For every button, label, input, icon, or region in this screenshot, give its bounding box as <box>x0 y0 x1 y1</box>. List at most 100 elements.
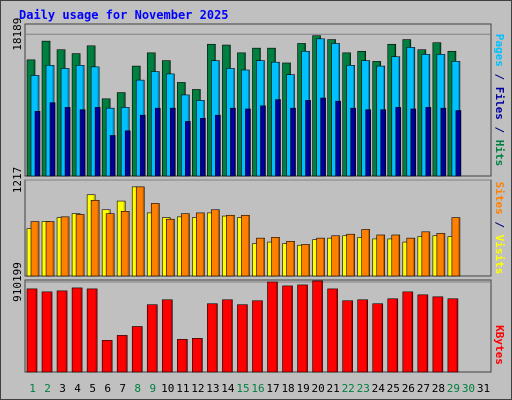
sites-bar-8 <box>135 186 145 277</box>
kbytes-bar-shade-16 <box>260 301 263 372</box>
pages-bar-11 <box>185 121 191 177</box>
kbytes-bar-29 <box>447 298 459 373</box>
sites-bar-6 <box>105 213 115 277</box>
kbytes-bar-shade-10 <box>170 300 172 372</box>
pages-bar-16 <box>260 105 266 177</box>
sites-bar-9 <box>150 203 160 277</box>
x-tick-label-29: 29 <box>447 382 460 395</box>
sites-bar-14 <box>226 214 235 277</box>
sites-bar-shade-3 <box>67 217 69 276</box>
kbytes-bar-shade-4 <box>80 288 82 372</box>
sites-bar-25 <box>391 234 401 277</box>
sites-bar-1 <box>30 221 40 277</box>
kbytes-bar-10 <box>161 299 173 373</box>
kbytes-bar-2 <box>41 291 53 373</box>
pages-bar-shade-1 <box>38 111 40 176</box>
kbytes-bar-shade-7 <box>125 335 127 372</box>
kbytes-bar-shade-19 <box>306 285 308 372</box>
x-tick-label-26: 26 <box>402 382 415 395</box>
pages-bar-20 <box>320 97 326 177</box>
pages-bar-shade-29 <box>459 111 461 176</box>
kbytes-bar-28 <box>432 296 444 373</box>
pages-bar-14 <box>230 107 236 177</box>
chart-title: Daily usage for November 2025 <box>19 8 229 22</box>
kbytes-bar-25 <box>387 298 399 373</box>
x-tick-label-5: 5 <box>89 382 96 395</box>
pages-bar-shade-12 <box>203 118 206 176</box>
sites-bar-shade-27 <box>428 232 430 276</box>
sites-bar-shade-26 <box>413 238 415 276</box>
pages-bar-shade-23 <box>369 110 371 176</box>
sites-bar-12 <box>196 212 205 277</box>
x-tick-label-15: 15 <box>236 382 249 395</box>
x-tick-label-2: 2 <box>44 382 51 395</box>
x-tick-label-13: 13 <box>206 382 219 395</box>
sites-bar-23 <box>361 229 371 277</box>
kbytes-bar-19 <box>297 284 308 373</box>
pages-bar-25 <box>395 107 402 177</box>
kbytes-bar-shade-18 <box>291 286 293 372</box>
pages-bar-3 <box>64 107 71 177</box>
pages-bar-shade-18 <box>294 108 296 176</box>
pages-bar-shade-7 <box>128 131 130 176</box>
pages-bar-shade-28 <box>444 108 446 176</box>
pages-bar-shade-15 <box>248 109 251 176</box>
kbytes-bar-23 <box>357 299 369 373</box>
kbytes-bar-shade-9 <box>155 305 157 372</box>
kbytes-bar-shade-25 <box>396 299 398 372</box>
x-tick-label-30: 30 <box>462 382 475 395</box>
sites-bar-17 <box>271 237 280 277</box>
sites-bar-shade-14 <box>232 215 235 276</box>
sites-bar-shade-20 <box>323 238 325 276</box>
pages-bar-19 <box>305 100 311 177</box>
pages-bar-shade-25 <box>399 107 401 176</box>
sites-bar-shade-29 <box>458 218 460 276</box>
pages-bar-24 <box>380 109 387 177</box>
pages-bar-28 <box>440 107 447 177</box>
x-tick-label-8: 8 <box>134 382 141 395</box>
sites-bar-shade-12 <box>202 213 205 276</box>
pages-bar-shade-24 <box>384 110 386 176</box>
kbytes-bar-22 <box>342 300 353 373</box>
x-tick-label-3: 3 <box>59 382 66 395</box>
pages-bar-shade-4 <box>83 110 85 176</box>
pages-bar-10 <box>169 107 176 177</box>
pages-bar-18 <box>290 107 296 177</box>
sites-bar-19 <box>301 244 310 277</box>
pages-bar-4 <box>79 109 86 177</box>
kbytes-bar-14 <box>222 299 233 373</box>
kbytes-bar-shade-22 <box>351 301 353 372</box>
x-tick-label-22: 22 <box>342 382 355 395</box>
kbytes-bar-16 <box>252 300 263 373</box>
pages-bar-6 <box>109 135 116 177</box>
kbytes-bar-shade-17 <box>276 282 278 372</box>
x-tick-label-25: 25 <box>387 382 400 395</box>
x-tick-label-18: 18 <box>281 382 294 395</box>
side-label-sites-visits: Sites / Visits <box>493 182 506 275</box>
pages-bar-23 <box>365 109 372 177</box>
sites-bar-shade-25 <box>398 235 400 276</box>
sites-bar-shade-18 <box>293 241 295 276</box>
x-tick-label-6: 6 <box>104 382 111 395</box>
pages-bar-shade-8 <box>143 115 145 176</box>
pages-bar-21 <box>335 100 341 177</box>
sites-bar-shade-2 <box>52 222 54 276</box>
kbytes-bar-1 <box>26 288 38 373</box>
kbytes-bar-shade-5 <box>95 289 97 372</box>
pages-bar-shade-21 <box>339 101 341 176</box>
sites-bar-5 <box>90 199 100 277</box>
pages-bar-1 <box>34 111 41 177</box>
sites-bar-shade-7 <box>127 211 129 276</box>
pages-bar-shade-17 <box>279 100 281 176</box>
kbytes-bar-3 <box>56 290 68 373</box>
sites-bar-29 <box>451 217 461 277</box>
kbytes-bar-5 <box>86 288 98 373</box>
kbytes-bar-21 <box>327 288 338 373</box>
sites-bar-shade-24 <box>383 235 385 276</box>
pages-bar-shade-13 <box>218 115 221 176</box>
kbytes-bar-4 <box>71 287 83 373</box>
pages-bar-7 <box>124 130 131 177</box>
panel-1-max-label: 18189 <box>11 18 24 51</box>
pages-bar-shade-9 <box>158 108 160 176</box>
kbytes-bar-24 <box>372 303 384 373</box>
